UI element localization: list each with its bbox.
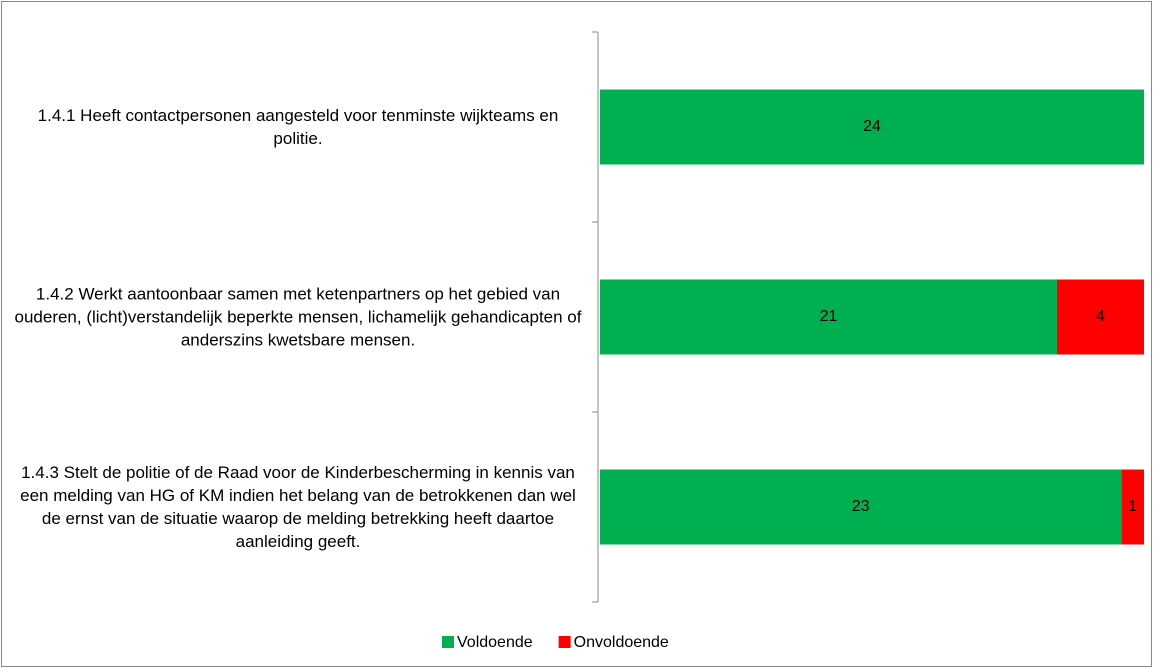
bar-segment	[600, 469, 1122, 545]
data-label: 1	[1128, 498, 1137, 515]
legend-label: Voldoende	[457, 634, 533, 651]
category-label: 1.4.3 Stelt de politie of de Raad voor d…	[20, 463, 576, 551]
bar-segment	[600, 279, 1057, 355]
legend-label: Onvoldoende	[574, 634, 669, 651]
legend-swatch	[558, 636, 571, 648]
bar-segment	[1056, 279, 1144, 355]
bar-segment	[1121, 469, 1144, 545]
data-label: 23	[852, 498, 870, 515]
data-label: 21	[820, 308, 838, 325]
data-label: 24	[863, 118, 881, 135]
data-label: 4	[1096, 308, 1105, 325]
category-label: 1.4.2 Werkt aantoonbaar samen met ketenp…	[14, 284, 582, 350]
category-label: 1.4.1 Heeft contactpersonen aangesteld v…	[37, 106, 559, 148]
bar-segment	[600, 89, 1144, 165]
legend-swatch	[442, 636, 454, 648]
